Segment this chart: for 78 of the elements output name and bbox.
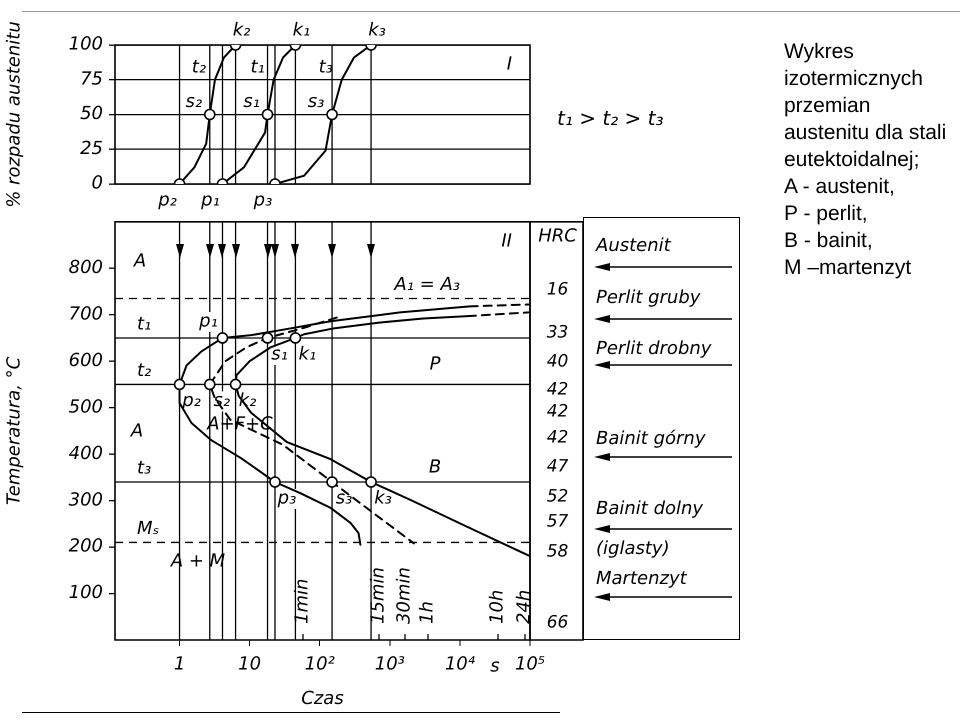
text: 66 bbox=[546, 612, 568, 632]
text: M –martenzyt bbox=[784, 255, 912, 281]
annotation: 24h bbox=[514, 590, 535, 624]
annotation: A bbox=[130, 420, 144, 442]
text: I bbox=[506, 54, 512, 75]
text: HRC bbox=[538, 226, 578, 247]
annotation: p₁ bbox=[200, 190, 220, 211]
y-tick-label: 50 bbox=[80, 103, 103, 124]
annotation: 1h bbox=[416, 601, 438, 624]
side-panel: Austenit Perlit gruby Perlit drobny Bainit górny Bainit dolny (iglasty) Martenzyt bbox=[583, 217, 740, 640]
x-tick-label: 10³ bbox=[374, 653, 405, 674]
annotation: s₂ bbox=[185, 91, 202, 112]
y-tick-label: 700 bbox=[68, 303, 103, 324]
text: Wykres izotermicznych przemian austenitu dla stali eutektoidalnej; bbox=[784, 39, 948, 173]
annotation: s₃ bbox=[308, 91, 324, 112]
annotation: p₃ bbox=[252, 190, 272, 211]
text: II bbox=[501, 230, 512, 252]
text: s bbox=[490, 656, 500, 677]
y-axis-title: % rozpadu austenitu bbox=[3, 21, 24, 208]
annotation: s₁ bbox=[271, 344, 288, 365]
annotation: t₃ bbox=[318, 56, 333, 78]
text: 52 bbox=[546, 486, 568, 506]
text: 42 bbox=[546, 427, 568, 448]
x-tick-label: 10⁵ bbox=[514, 653, 546, 674]
x-tick-label: 10² bbox=[304, 653, 335, 674]
annotation: s₁ bbox=[243, 91, 260, 112]
y-tick-label: 200 bbox=[68, 536, 103, 557]
ref-line-label: t₃ bbox=[137, 458, 152, 479]
annotation: p₁ bbox=[198, 310, 218, 332]
y-tick-label: 300 bbox=[68, 489, 103, 510]
y-tick-label: 600 bbox=[68, 350, 103, 371]
y-tick-label: 0 bbox=[92, 172, 103, 194]
annotation: k₃ bbox=[374, 488, 392, 509]
annotation: s₃ bbox=[336, 488, 352, 509]
text: P - perlit, bbox=[784, 201, 869, 227]
annotation: p₂ bbox=[157, 190, 177, 211]
annotation: p₂ bbox=[181, 390, 201, 412]
annotation: k₃ bbox=[368, 20, 386, 41]
x-tick-label: 10⁴ bbox=[444, 653, 476, 674]
y-tick-label: 75 bbox=[80, 68, 103, 90]
annotation: p₃ bbox=[276, 488, 296, 509]
y-tick-label: 800 bbox=[68, 256, 103, 278]
text: 40 bbox=[546, 351, 568, 372]
annotation: k₁ bbox=[292, 20, 310, 41]
text: A - austenit, bbox=[784, 174, 896, 200]
annotation: t₂ bbox=[192, 56, 206, 78]
ref-line-label: Mₛ bbox=[137, 518, 160, 540]
text: t₁ > t₂ > t₃ bbox=[557, 106, 664, 130]
annotation: t₁ bbox=[250, 56, 265, 78]
annotation: k₂ bbox=[232, 20, 250, 41]
text: B - bainit, bbox=[784, 228, 874, 254]
text: 16 bbox=[546, 279, 568, 300]
text: 33 bbox=[546, 322, 568, 342]
y-tick-label: 25 bbox=[80, 138, 103, 159]
annotation: s₂ bbox=[213, 390, 230, 412]
text: 57 bbox=[546, 511, 568, 532]
y-tick-label: 400 bbox=[68, 442, 103, 464]
ref-line-label: t₂ bbox=[137, 360, 152, 382]
text: 42 bbox=[546, 379, 568, 400]
y-tick-label: 500 bbox=[68, 396, 103, 418]
text: 58 bbox=[546, 541, 568, 562]
y-axis-title: Temperatura, °C bbox=[3, 356, 24, 506]
annotation: A bbox=[132, 250, 146, 272]
annotation: k₁ bbox=[298, 344, 316, 365]
annotation: P bbox=[430, 354, 441, 375]
annotation: 1min bbox=[292, 578, 313, 624]
annotation: 10h bbox=[486, 590, 508, 624]
annotation: 30min bbox=[394, 567, 415, 624]
x-axis-title: Czas bbox=[301, 688, 344, 709]
annotation: B bbox=[428, 456, 442, 478]
ref-line-label: A₁ = A₃ bbox=[393, 274, 460, 296]
y-tick-label: 100 bbox=[68, 582, 103, 604]
text: 47 bbox=[546, 456, 568, 476]
y-tick-label: 100 bbox=[68, 34, 103, 55]
ref-line-label: t₁ bbox=[137, 314, 152, 335]
x-tick-label: 10 bbox=[238, 653, 262, 674]
text: 42 bbox=[546, 401, 568, 422]
x-tick-label: 1 bbox=[174, 653, 186, 674]
